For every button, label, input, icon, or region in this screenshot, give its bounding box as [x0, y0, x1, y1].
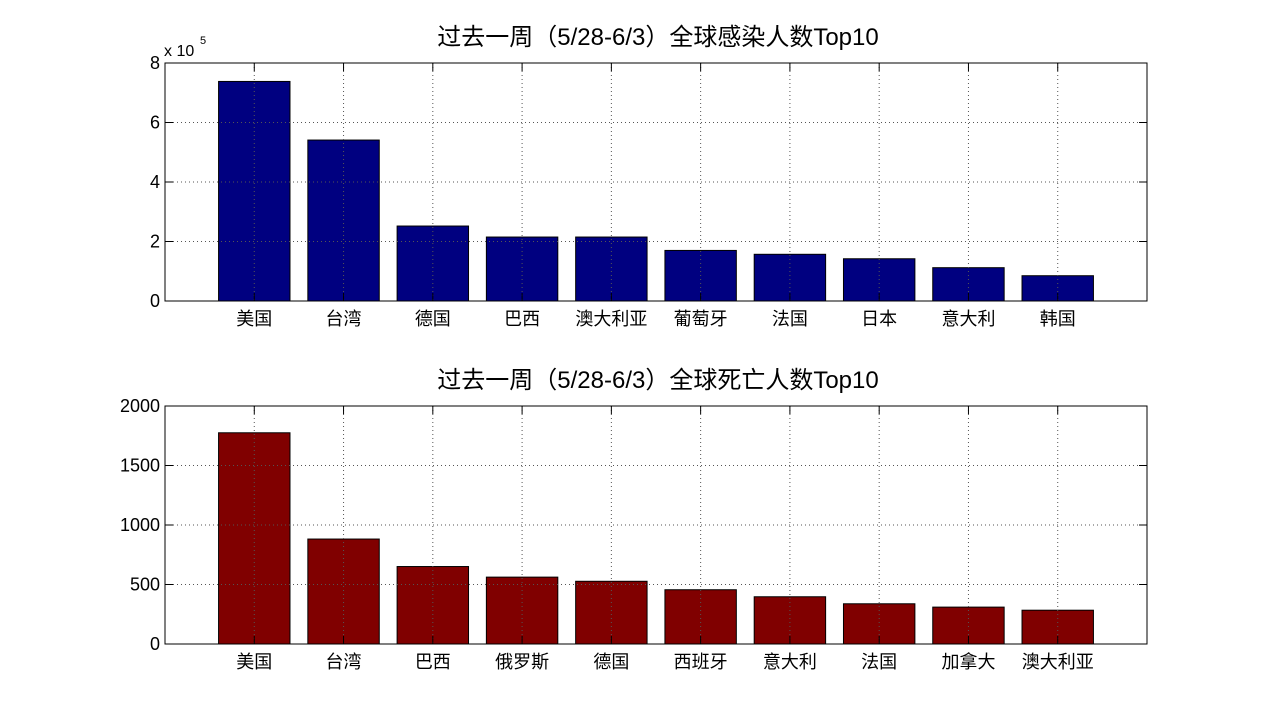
- infections-exponent-power: 5: [200, 35, 206, 47]
- infections-chart: 过去一周（5/28-6/3）全球感染人数Top10 0 2 4 6 8 美国 台湾 德国 巴西…: [150, 24, 1148, 329]
- infections-x-tick-label: 美国: [236, 309, 272, 329]
- deaths-bar-5: [575, 580, 648, 645]
- infections-x-tick-label: 葡萄牙: [674, 309, 728, 329]
- infections-x-tick-label: 法国: [772, 309, 808, 329]
- deaths-bar-6: [664, 589, 737, 645]
- infections-bars: [218, 80, 1094, 302]
- infections-chart-title: 过去一周（5/28-6/3）全球感染人数Top10: [437, 24, 878, 51]
- infections-x-tick-label: 德国: [415, 309, 451, 329]
- deaths-chart-title: 过去一周（5/28-6/3）全球死亡人数Top10: [437, 367, 878, 394]
- infections-x-tick-label: 巴西: [504, 309, 540, 329]
- deaths-bars: [218, 432, 1094, 645]
- deaths-x-tick-label: 德国: [593, 652, 629, 672]
- deaths-x-tick-label: 美国: [236, 652, 272, 672]
- infections-y-tick-label: 8: [150, 53, 160, 73]
- deaths-y-tick-label: 1500: [120, 456, 160, 476]
- infections-exponent-label: x 10: [164, 43, 194, 60]
- infections-y-tick-label: 2: [150, 232, 160, 252]
- deaths-x-tick-label: 台湾: [326, 652, 362, 672]
- deaths-y-tick-label: 0: [150, 634, 160, 654]
- infections-y-tick-label: 0: [150, 291, 160, 311]
- deaths-x-tick-label: 澳大利亚: [1022, 652, 1094, 672]
- infections-y-tick-label: 4: [150, 172, 160, 192]
- deaths-bar-3: [396, 566, 470, 645]
- deaths-x-tick-label: 巴西: [415, 652, 451, 672]
- infections-x-tick-label: 意大利: [941, 309, 995, 329]
- deaths-chart: 过去一周（5/28-6/3）全球死亡人数Top10 0 500 1000 1500 20…: [120, 367, 1148, 672]
- infections-y-ticks: 0 2 4 6 8: [150, 53, 1147, 311]
- deaths-y-tick-label: 500: [130, 575, 160, 595]
- infections-y-tick-label: 6: [150, 113, 160, 133]
- infections-x-ticks: 美国 台湾 德国 巴西 澳大利亚 葡萄牙 法国 日本 意大利 韩国: [236, 63, 1076, 329]
- deaths-x-tick-label: 西班牙: [674, 652, 728, 672]
- deaths-y-tick-label: 1000: [120, 515, 160, 535]
- infections-bar-2: [307, 139, 380, 302]
- deaths-y-ticks: 0 500 1000 1500 2000: [120, 396, 1147, 654]
- deaths-x-tick-label: 加拿大: [941, 651, 995, 672]
- deaths-x-tick-label: 法国: [861, 652, 897, 672]
- infections-x-tick-label: 日本: [861, 309, 897, 329]
- deaths-x-ticks: 美国 台湾 巴西 俄罗斯 德国 西班牙 意大利 法国 加拿大 澳大利亚: [236, 406, 1094, 672]
- infections-x-tick-label: 澳大利亚: [575, 309, 647, 329]
- deaths-x-tick-label: 意大利: [763, 652, 817, 672]
- infections-x-tick-label: 韩国: [1040, 309, 1076, 329]
- deaths-x-tick-label: 俄罗斯: [495, 652, 549, 672]
- deaths-y-tick-label: 2000: [120, 396, 160, 416]
- infections-x-tick-label: 台湾: [326, 309, 362, 329]
